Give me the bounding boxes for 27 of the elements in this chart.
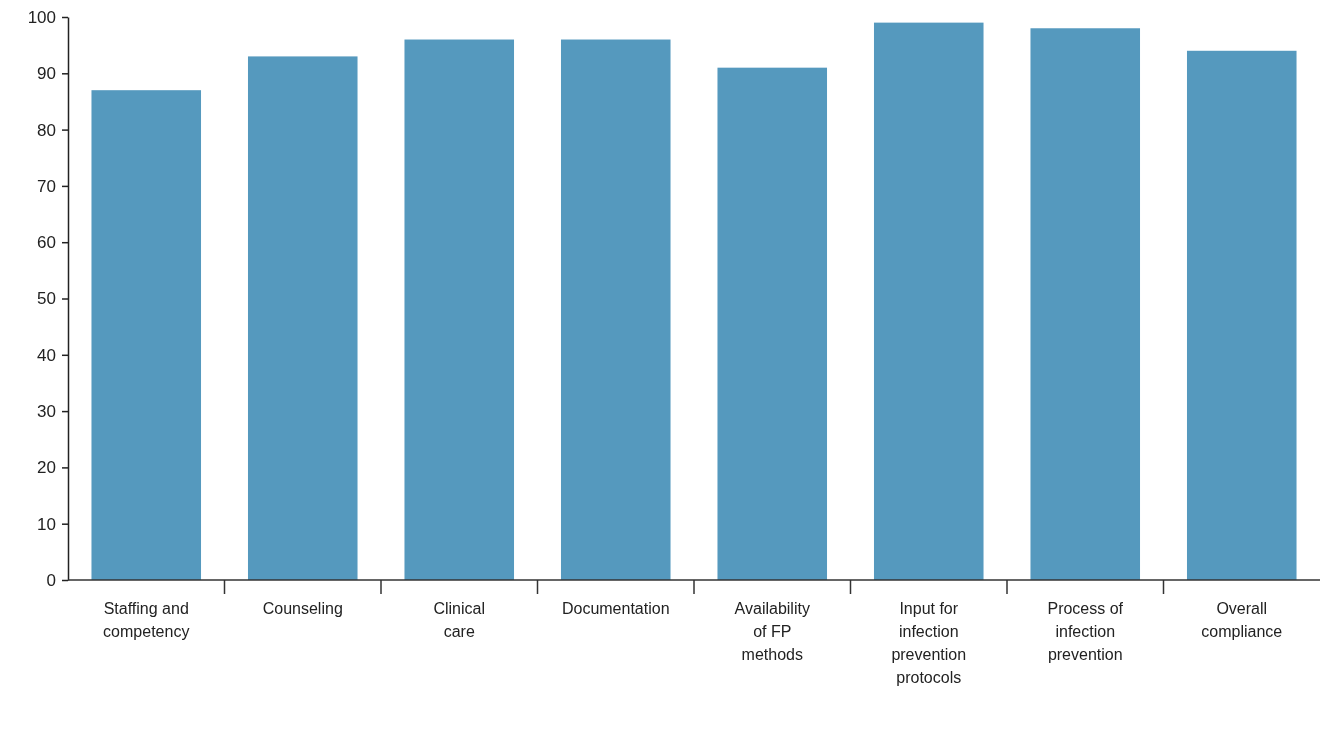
bar [247, 56, 358, 580]
x-tick-label: Overall compliance [1201, 600, 1283, 640]
bar [404, 39, 515, 580]
bar [717, 67, 828, 580]
bar [1030, 28, 1141, 580]
bar [91, 90, 202, 580]
y-tick-label: 30 [37, 402, 56, 422]
x-tick-label: Process of infection prevention [1047, 600, 1124, 663]
bar [873, 22, 984, 580]
y-tick-label: 60 [37, 233, 56, 253]
y-tick-label: 100 [27, 7, 56, 27]
y-tick-label: 50 [37, 289, 56, 309]
x-tick-label: Staffing and competency [103, 600, 190, 640]
y-tick-label: 0 [46, 570, 56, 590]
y-tick-label: 20 [37, 458, 56, 478]
y-tick-label: 70 [37, 176, 56, 196]
y-tick-label: 10 [37, 514, 56, 534]
bar [1186, 50, 1297, 580]
x-tick-label: Documentation [561, 600, 670, 617]
bar [560, 39, 671, 580]
x-tick-label: Availability of FP methods [734, 600, 810, 663]
x-tick-label: Clinical care [433, 600, 486, 640]
y-tick-label: 40 [37, 345, 56, 365]
x-tick-label: Input for infection prevention protocols [891, 600, 967, 686]
y-tick-label: 80 [37, 120, 56, 140]
y-tick-label: 90 [37, 64, 56, 84]
x-tick-label: Counseling [262, 600, 343, 617]
